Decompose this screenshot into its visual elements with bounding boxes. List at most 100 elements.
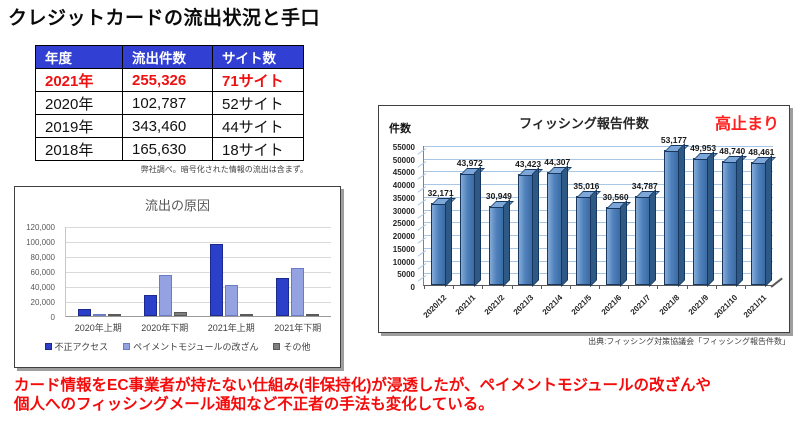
axis-tick xyxy=(453,285,455,289)
x-tick-label: 2021年上期 xyxy=(207,323,255,333)
y-tick-label: 40,000 xyxy=(30,283,55,292)
gridline xyxy=(424,184,773,186)
legend-marker xyxy=(123,343,131,350)
y-tick-label: 20000 xyxy=(392,232,415,242)
y-tick-label: 40000 xyxy=(392,181,415,191)
table-note: 弊社調べ。暗号化された情報の流出は含まず。 xyxy=(140,165,308,174)
y-tick-label: 60,000 xyxy=(30,268,55,277)
axis-tick xyxy=(686,285,688,289)
bar-group xyxy=(66,227,132,316)
data-label: 49,953 xyxy=(690,142,717,153)
bar xyxy=(663,149,680,285)
bar xyxy=(459,173,476,285)
y-tick-label: 120,000 xyxy=(26,223,55,232)
bar-group xyxy=(132,227,198,316)
table-row: 2021年 255,326 71サイト xyxy=(35,68,304,92)
leak-cause-chart: 流出の原因 120,000 100,000 80,000 60,000 40,000 20… xyxy=(14,186,341,368)
y-tick-label: 0 xyxy=(410,283,415,292)
y-tick-label: 20,000 xyxy=(30,298,55,307)
cell-sites: 52サイト xyxy=(212,91,304,115)
bar xyxy=(240,314,254,316)
axis-tick xyxy=(744,285,746,289)
y-tick-label: 5000 xyxy=(397,270,415,280)
table-row: 2020年 102,787 52サイト xyxy=(35,91,304,115)
legend-label: 不正アクセス xyxy=(54,342,109,352)
axis-tick xyxy=(657,285,659,289)
cell-sites: 18サイト xyxy=(212,137,304,161)
cell-year: 2019年 xyxy=(35,114,123,138)
y-tick-label: 10000 xyxy=(392,257,415,267)
bar xyxy=(107,314,121,316)
bar xyxy=(430,203,447,285)
legend-label: その他 xyxy=(283,342,311,352)
bar xyxy=(276,277,290,316)
bar xyxy=(92,314,106,316)
floor-edge xyxy=(770,277,783,287)
y-tick-label: 35000 xyxy=(392,193,415,203)
axis-tick xyxy=(715,285,717,289)
chart-title: 流出の原因 xyxy=(144,198,210,213)
bar xyxy=(173,311,187,316)
footer-line-1: カード情報をEC事業者が持たない仕組み(非保持化)が浸透したが、ペイメントモジュ… xyxy=(14,377,711,394)
plot-area xyxy=(65,227,331,317)
bar xyxy=(634,196,651,285)
phishing-report-chart: フィッシング報告件数 高止まり 件数 55000 50000 45000 40000 3… xyxy=(378,105,790,333)
legend-label: ペイメントモジュールの改ざん xyxy=(133,342,259,352)
table-row: 2018年 165,630 18サイト xyxy=(35,137,304,161)
data-label: 34,787 xyxy=(631,181,658,192)
data-label: 44,307 xyxy=(544,157,571,168)
bar xyxy=(225,285,239,316)
y-tick-label: 30000 xyxy=(392,206,415,216)
chart-title: フィッシング報告件数 xyxy=(519,116,649,131)
gridline xyxy=(424,247,773,249)
bar xyxy=(518,174,535,285)
gridline xyxy=(66,272,331,273)
y-tick-label: 100,000 xyxy=(26,238,55,247)
data-label: 53,177 xyxy=(660,134,687,145)
table-header-row: 年度 流出件数 サイト数 xyxy=(35,45,304,69)
y-tick-label: 50000 xyxy=(392,155,415,165)
bar xyxy=(306,314,320,316)
y-tick-label: 25000 xyxy=(392,219,415,229)
bar xyxy=(722,160,739,285)
table-header-count: 流出件数 xyxy=(122,45,213,69)
plot-area: 32,171 43,972 30,949 43,423 44,307 35,016 30,5… xyxy=(423,135,783,289)
data-label: 48,461 xyxy=(748,146,775,157)
table-header-sites: サイト数 xyxy=(212,45,304,69)
x-tick-label: 2020年上期 xyxy=(74,323,122,333)
y-tick-label: 80,000 xyxy=(30,253,55,262)
bar xyxy=(210,244,224,316)
gridline xyxy=(424,158,773,160)
table-header-year: 年度 xyxy=(35,45,123,69)
gridline xyxy=(424,222,773,224)
cell-year: 2018年 xyxy=(35,137,123,161)
gridline xyxy=(66,242,331,243)
gridline xyxy=(424,273,773,275)
y-tick-label: 55000 xyxy=(392,143,415,152)
y-tick-label: 15000 xyxy=(392,244,415,254)
legend-item: その他 xyxy=(273,340,310,353)
footer-line-2: 個人へのフィッシングメール通知など不正者の手法も変化している。 xyxy=(14,396,494,413)
axis-tick xyxy=(424,285,425,289)
gridline xyxy=(424,209,773,211)
data-label: 30,949 xyxy=(485,191,512,202)
gridline xyxy=(424,171,773,173)
y-axis-title: 件数 xyxy=(389,123,411,135)
cell-year: 2021年 xyxy=(35,68,123,92)
bar xyxy=(488,206,505,285)
x-axis-labels: 2020年上期 2020年下期 2021年上期 2021年下期 xyxy=(65,321,331,334)
bar xyxy=(77,309,91,316)
axis-tick xyxy=(511,285,513,289)
cell-year: 2020年 xyxy=(35,91,123,115)
gridline xyxy=(424,146,773,147)
legend-item: ペイメントモジュールの改ざん xyxy=(123,340,258,353)
bar xyxy=(158,274,172,316)
data-label: 48,740 xyxy=(719,145,746,156)
data-label: 43,423 xyxy=(515,159,542,170)
gridline xyxy=(424,235,773,237)
annotation-takadomari: 高止まり xyxy=(714,116,779,133)
bar-group xyxy=(265,227,331,316)
y-tick-label: 0 xyxy=(50,313,55,322)
axis-tick xyxy=(599,285,600,289)
axis-tick xyxy=(540,285,542,289)
